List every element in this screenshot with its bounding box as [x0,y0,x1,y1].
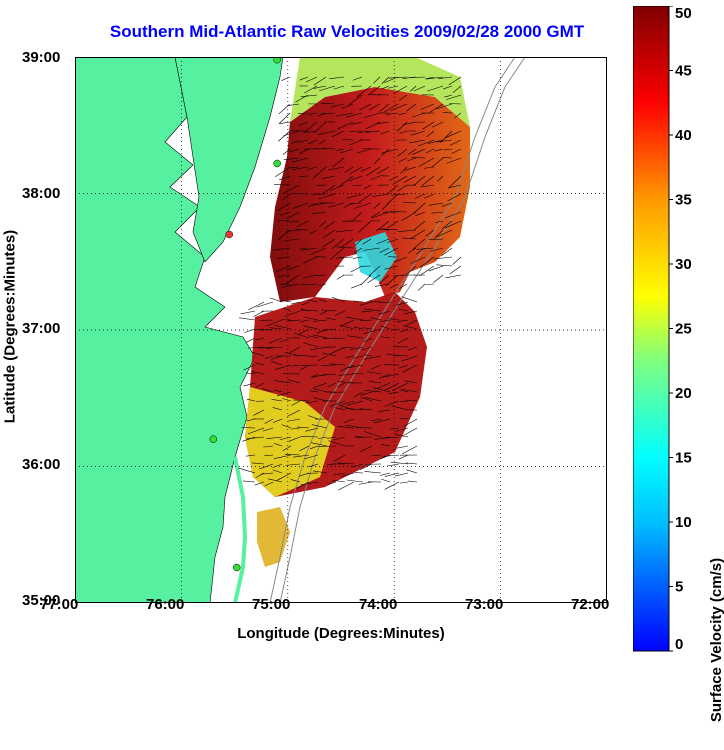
colorbar-tick-label: 45 [675,63,692,80]
x-axis-label: Longitude (Degrees:Minutes) [75,625,607,642]
x-tick-label: 74:00 [359,596,397,613]
colorbar-tick-label: 0 [675,636,683,653]
colorbar-tick-label: 25 [675,321,692,338]
colorbar-tick-label: 35 [675,192,692,209]
radar-station-marker [226,231,233,238]
colorbar-tick-label: 15 [675,450,692,467]
colorbar-tick-label: 40 [675,127,692,144]
radar-station-marker [210,436,217,443]
y-tick-label: 38:00 [22,185,60,202]
radar-station-marker [233,564,240,571]
radar-station-marker [274,160,281,167]
y-tick-label: 37:00 [22,320,60,337]
x-tick-label: 72:00 [571,596,609,613]
colorbar-tick-label: 50 [675,6,692,22]
y-axis-label: Latitude (Degrees:Minutes) [2,217,19,437]
x-tick-label: 75:00 [252,596,290,613]
y-tick-label: 39:00 [22,49,60,66]
velocity-map [75,57,607,603]
colorbar-tick-label: 30 [675,256,692,273]
y-tick-label: 36:00 [22,456,60,473]
colorbar-gradient [633,6,669,651]
x-tick-label: 76:00 [146,596,184,613]
y-tick-label: 35:00 [22,592,60,609]
colorbar-tick-label: 5 [675,579,683,596]
colorbar-tick-label: 10 [675,514,692,531]
map-title: Southern Mid-Atlantic Raw Velocities 200… [62,22,632,42]
colorbar-label: Surface Velocity (cm/s) [708,530,724,750]
colorbar-tick-label: 20 [675,385,692,402]
x-tick-label: 73:00 [465,596,503,613]
